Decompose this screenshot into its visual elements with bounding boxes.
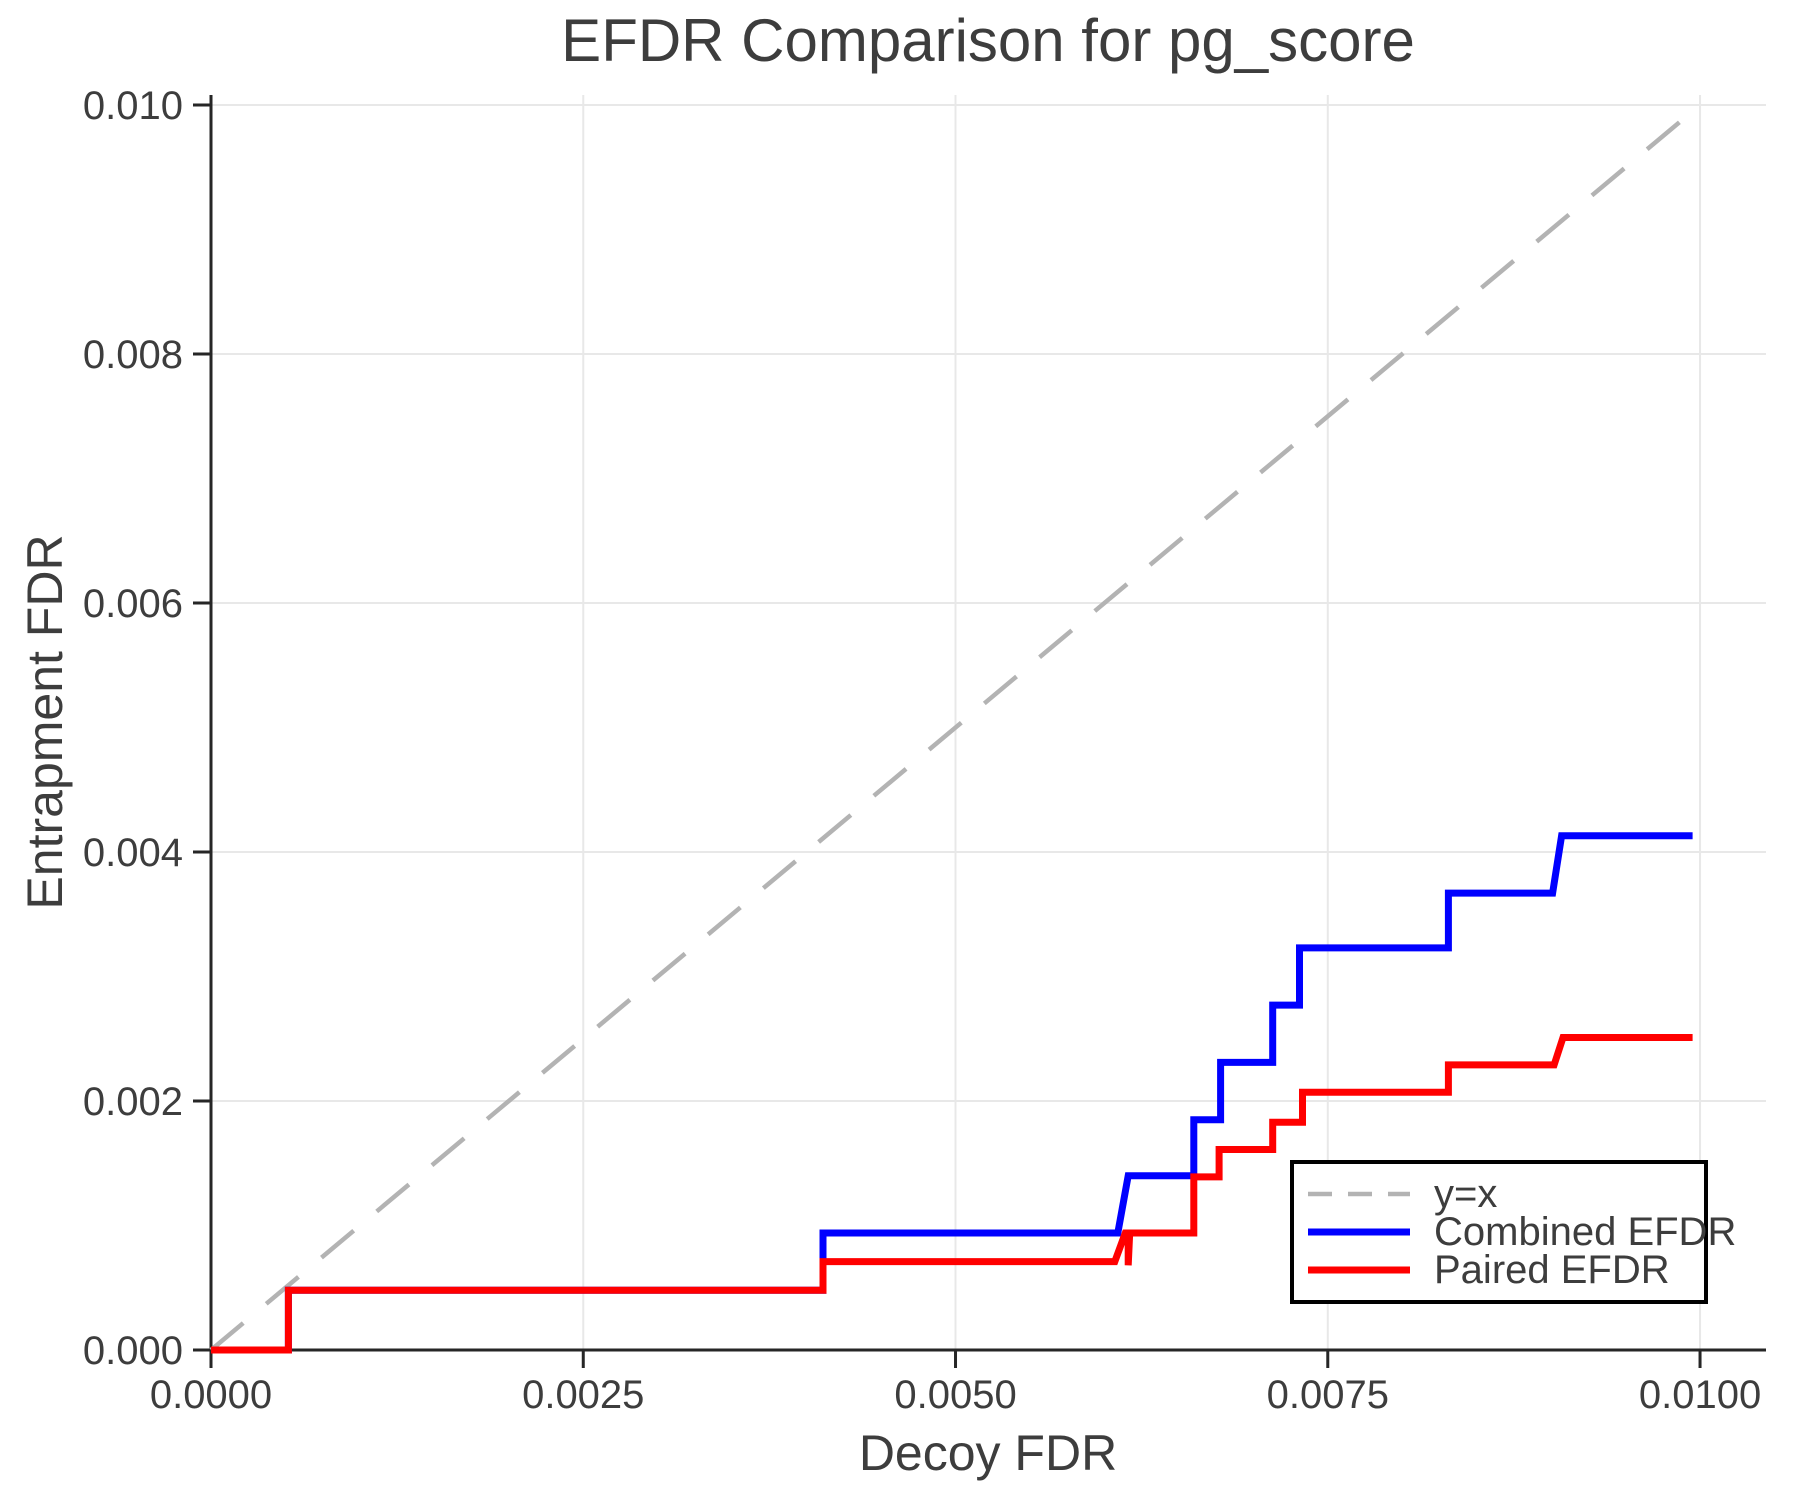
legend-label-identity: y=x <box>1434 1172 1498 1216</box>
legend-label-combined-efdr: Combined EFDR <box>1434 1210 1737 1254</box>
y-tick-label: 0.006 <box>83 582 183 626</box>
legend: y=x Combined EFDR Paired EFDR <box>1290 1160 1736 1304</box>
y-tick-label: 0.008 <box>83 333 183 377</box>
x-tick-label: 0.0025 <box>522 1373 644 1417</box>
y-axis-title: Entrapment FDR <box>17 534 73 910</box>
x-tick-label: 0.0075 <box>1267 1373 1389 1417</box>
y-tick-label: 0.004 <box>83 831 183 875</box>
legend-sample-identity <box>1308 1191 1410 1197</box>
x-tick-label: 0.0050 <box>894 1373 1016 1417</box>
y-tick-label: 0.010 <box>83 84 183 128</box>
legend-item-identity: y=x <box>1306 1172 1704 1216</box>
y-tick-label: 0.002 <box>83 1080 183 1124</box>
y-tick-label: 0.000 <box>83 1329 183 1373</box>
legend-sample-combined-efdr <box>1308 1228 1410 1236</box>
identity-line <box>209 105 1699 1352</box>
legend-label-paired-efdr: Paired EFDR <box>1434 1248 1670 1292</box>
legend-item-paired-efdr: Paired EFDR <box>1306 1248 1704 1292</box>
x-tick-label: 0.0000 <box>150 1373 272 1417</box>
x-axis-title: Decoy FDR <box>858 1425 1118 1481</box>
legend-item-combined-efdr: Combined EFDR <box>1306 1212 1736 1252</box>
legend-sample-paired-efdr <box>1308 1266 1410 1274</box>
chart-title: EFDR Comparison for pg_score <box>561 7 1415 74</box>
x-tick-label: 0.0100 <box>1639 1373 1761 1417</box>
paired-efdr-line <box>211 1034 1693 1354</box>
